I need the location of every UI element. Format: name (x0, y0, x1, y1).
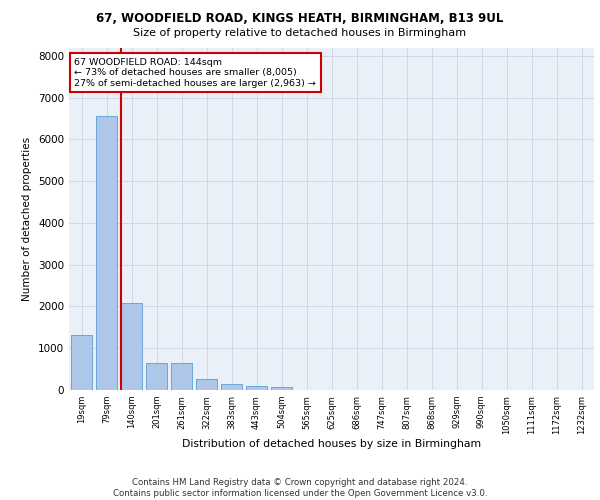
Bar (96, 116, 117, 390)
X-axis label: Distribution of detached houses by size in Birmingham: Distribution of detached houses by size … (182, 440, 481, 450)
Bar (196, 379, 217, 390)
Bar (71, 336, 92, 390)
Text: 67, WOODFIELD ROAD, KINGS HEATH, BIRMINGHAM, B13 9UL: 67, WOODFIELD ROAD, KINGS HEATH, BIRMING… (97, 12, 503, 26)
Bar (121, 302, 142, 390)
Bar (146, 363, 167, 390)
Bar (171, 363, 192, 390)
Bar (221, 384, 242, 390)
Bar (246, 386, 267, 390)
Y-axis label: Number of detached properties: Number of detached properties (22, 136, 32, 301)
Bar (271, 387, 292, 390)
Text: 67 WOODFIELD ROAD: 144sqm
← 73% of detached houses are smaller (8,005)
27% of se: 67 WOODFIELD ROAD: 144sqm ← 73% of detac… (74, 58, 316, 88)
Text: Size of property relative to detached houses in Birmingham: Size of property relative to detached ho… (133, 28, 467, 38)
Text: Contains HM Land Registry data © Crown copyright and database right 2024.
Contai: Contains HM Land Registry data © Crown c… (113, 478, 487, 498)
